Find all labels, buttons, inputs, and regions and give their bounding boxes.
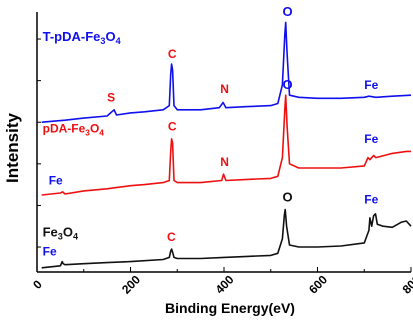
annotation-label: N xyxy=(220,155,229,169)
annotation-label: C xyxy=(167,230,176,244)
series-line-1 xyxy=(41,94,411,196)
series-layer xyxy=(41,21,412,269)
annotation-label: O xyxy=(282,4,292,19)
annotation-label: O xyxy=(282,189,292,204)
y-axis-label: Intensity xyxy=(3,113,22,183)
annotation-label: S xyxy=(107,90,115,104)
series-line-0 xyxy=(41,21,412,123)
annotation-label: C xyxy=(168,120,177,134)
annotation-label: N xyxy=(220,82,229,96)
x-axis-label: Binding Energy(eV) xyxy=(165,300,295,316)
x-tick-label: 800 xyxy=(400,272,413,296)
annotation-label: Fe xyxy=(364,78,378,92)
annotation-label: Fe xyxy=(43,244,57,258)
series-line-2 xyxy=(41,208,412,269)
annotation-layer: T-pDA-Fe3O4 S C N O Fe pDA-Fe3O4 C N O Fe Fe O Fe Fe3O… xyxy=(43,4,379,258)
x-tick-label: 200 xyxy=(119,272,143,296)
x-tick-label: 400 xyxy=(213,272,237,296)
annotation-label: Fe xyxy=(364,132,378,146)
annotation-label: pDA-Fe3O4 xyxy=(43,122,105,138)
annotation-label: C xyxy=(168,47,177,61)
annotation-label: O xyxy=(282,77,292,92)
annotation-label: Fe xyxy=(364,192,378,206)
annotation-label: Fe3O4 xyxy=(43,225,79,242)
annotation-label: T-pDA-Fe3O4 xyxy=(43,29,122,46)
x-tick-label: 0 xyxy=(30,277,45,292)
x-tick-label: 600 xyxy=(306,272,330,296)
annotation-label: Fe xyxy=(49,174,63,188)
